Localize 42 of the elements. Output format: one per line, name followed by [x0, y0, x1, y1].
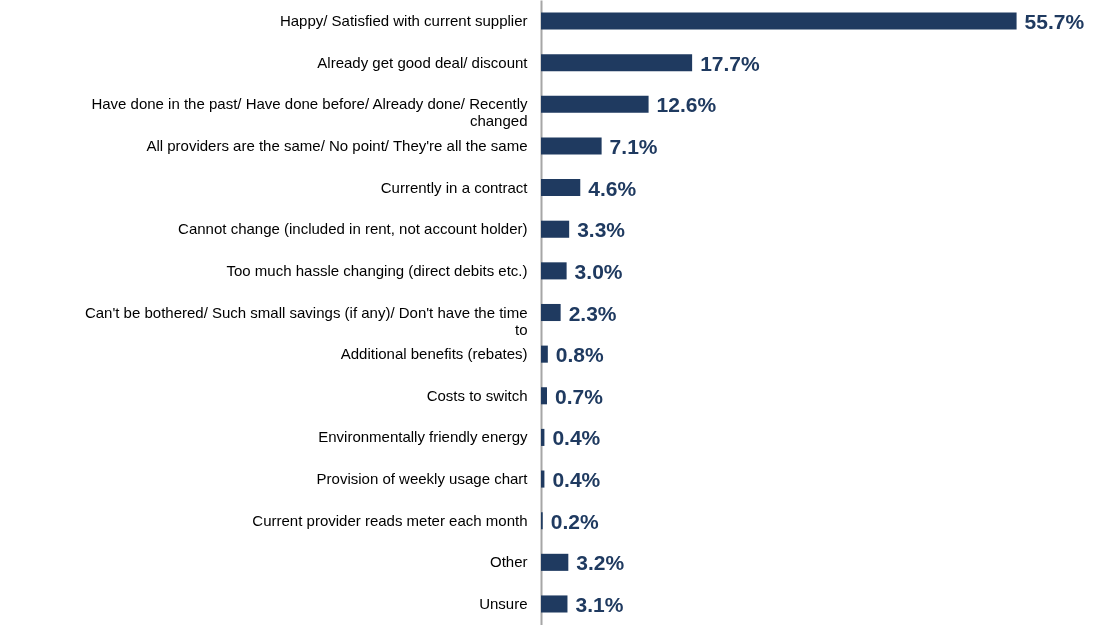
- y-tick-label: All providers are the same/ No point/ They're all the same: [146, 136, 528, 154]
- bar: [541, 137, 602, 155]
- y-tick-label: Environmentally friendly energy: [318, 428, 528, 446]
- data-label: 2.3%: [568, 301, 617, 325]
- bar: [541, 12, 1017, 30]
- bar: [541, 595, 568, 613]
- bar: [541, 54, 693, 72]
- data-label: 7.1%: [609, 134, 658, 158]
- y-tick-label: Cannot change (included in rent, not account holder): [178, 220, 528, 238]
- y-tick-label: Can't be bothered/ Such small savings (if any)/ Don't have the time to: [84, 303, 528, 338]
- data-label: 0.7%: [554, 384, 604, 408]
- y-tick-label: Already get good deal/ discount: [317, 53, 529, 71]
- bar: [541, 262, 567, 280]
- bar: [541, 345, 548, 363]
- y-tick-label: Provision of weekly usage chart: [316, 470, 529, 488]
- y-tick-label: Happy/ Satisfied with current supplier: [279, 12, 528, 30]
- y-tick-label: Costs to switch: [426, 386, 528, 404]
- data-label: 4.6%: [588, 176, 637, 200]
- data-label: 0.4%: [552, 426, 601, 450]
- data-label: 0.4%: [552, 468, 601, 492]
- data-label: 17.7%: [700, 51, 760, 75]
- y-tick-label: Currently in a contract: [380, 178, 529, 196]
- y-tick-label: Other: [489, 553, 528, 571]
- y-tick-label: Additional benefits (rebates): [340, 345, 528, 363]
- y-tick-label: Unsure: [479, 594, 528, 612]
- bar: [541, 303, 561, 322]
- data-label: 3.3%: [577, 218, 626, 242]
- y-tick-label: Have done in the past/ Have done before/ Already done/ Recently changed: [91, 95, 528, 130]
- bar: [541, 387, 547, 405]
- bar: [541, 95, 649, 113]
- bar: [541, 220, 570, 238]
- y-tick-label: Too much hassle changing (direct debits etc.): [226, 261, 528, 279]
- bar: [541, 179, 581, 197]
- data-label: 3.1%: [575, 592, 624, 616]
- data-label: 0.2%: [550, 509, 599, 533]
- data-label: 3.2%: [576, 551, 625, 575]
- data-label: 12.6%: [656, 93, 717, 117]
- bar: [541, 553, 569, 571]
- data-label: 55.7%: [1024, 10, 1085, 34]
- data-label: 3.0%: [574, 259, 623, 283]
- y-tick-label: Current provider reads meter each month: [252, 511, 528, 529]
- data-label: 0.8%: [555, 343, 605, 367]
